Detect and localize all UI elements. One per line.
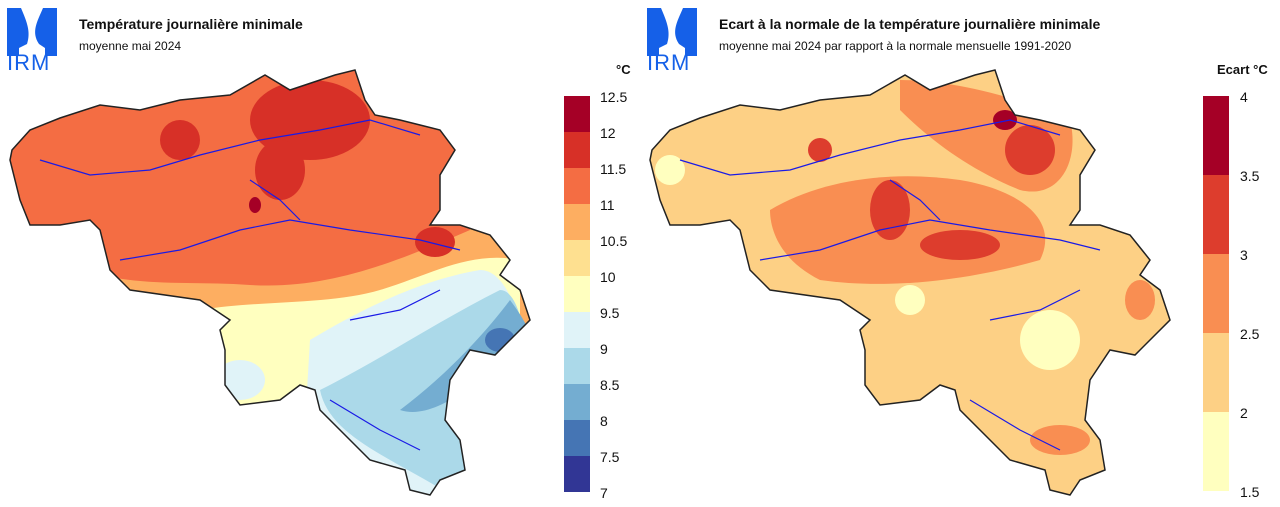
map-title: Température journalière minimale [79,16,303,32]
map-title: Ecart à la normale de la température jou… [719,16,1101,32]
legend-tick: 9.5 [600,305,620,321]
legend-tick: 7.5 [600,449,620,465]
legend-tick: 12.5 [600,89,628,105]
legend-tick: 3.5 [1240,168,1260,184]
panel-min-temperature: IRM Température journalière minimale moy… [7,8,631,501]
legend-bin [564,96,590,132]
legend-bin [564,384,590,420]
legend-bin [564,420,590,456]
legend-tick: 10.5 [600,233,628,249]
legend-tick: 4 [1240,89,1248,105]
map-subtitle: moyenne mai 2024 [79,39,182,53]
legend-tick: 2.5 [1240,326,1260,342]
legend-tick: 3 [1240,247,1248,263]
legend-tick: 7 [600,485,608,501]
legend-tick: 9 [600,341,608,357]
map-subtitle: moyenne mai 2024 par rapport à la normal… [719,39,1072,53]
legend-bin [564,168,590,204]
legend-tick: 8.5 [600,377,620,393]
legend-bin [564,204,590,240]
legend-bin [1203,96,1229,175]
legend-unit: Ecart °C [1217,62,1268,77]
irm-logo-icon [7,8,57,56]
legend-tick: 1.5 [1240,484,1260,500]
irm-logo-icon [647,8,697,56]
belgium-temperature-map [9,69,531,496]
legend-bin [564,276,590,312]
legend-unit: °C [616,62,631,77]
panel-temperature-anomaly: IRM Ecart à la normale de la température… [640,0,1280,507]
legend-tick: 11.5 [600,161,627,177]
legend-bin [1203,412,1229,491]
legend-tick: 12 [600,125,616,141]
rivers [39,119,461,451]
legend-tick: 11 [600,197,615,213]
legend-bin [564,348,590,384]
legend-bin [1203,175,1229,254]
rivers [679,119,1101,451]
legend-bin [564,312,590,348]
irm-logo-text: IRM [7,50,51,75]
legend-bin [564,456,590,492]
belgium-anomaly-map [649,69,1171,496]
legend-tick: 8 [600,413,608,429]
legend-tick: 10 [600,269,616,285]
legend-tick: 2 [1240,405,1248,421]
irm-logo-text: IRM [647,50,691,75]
legend-bin [1203,254,1229,333]
legend-bin [1203,333,1229,412]
legend-bin [564,240,590,276]
legend-bin [564,132,590,168]
